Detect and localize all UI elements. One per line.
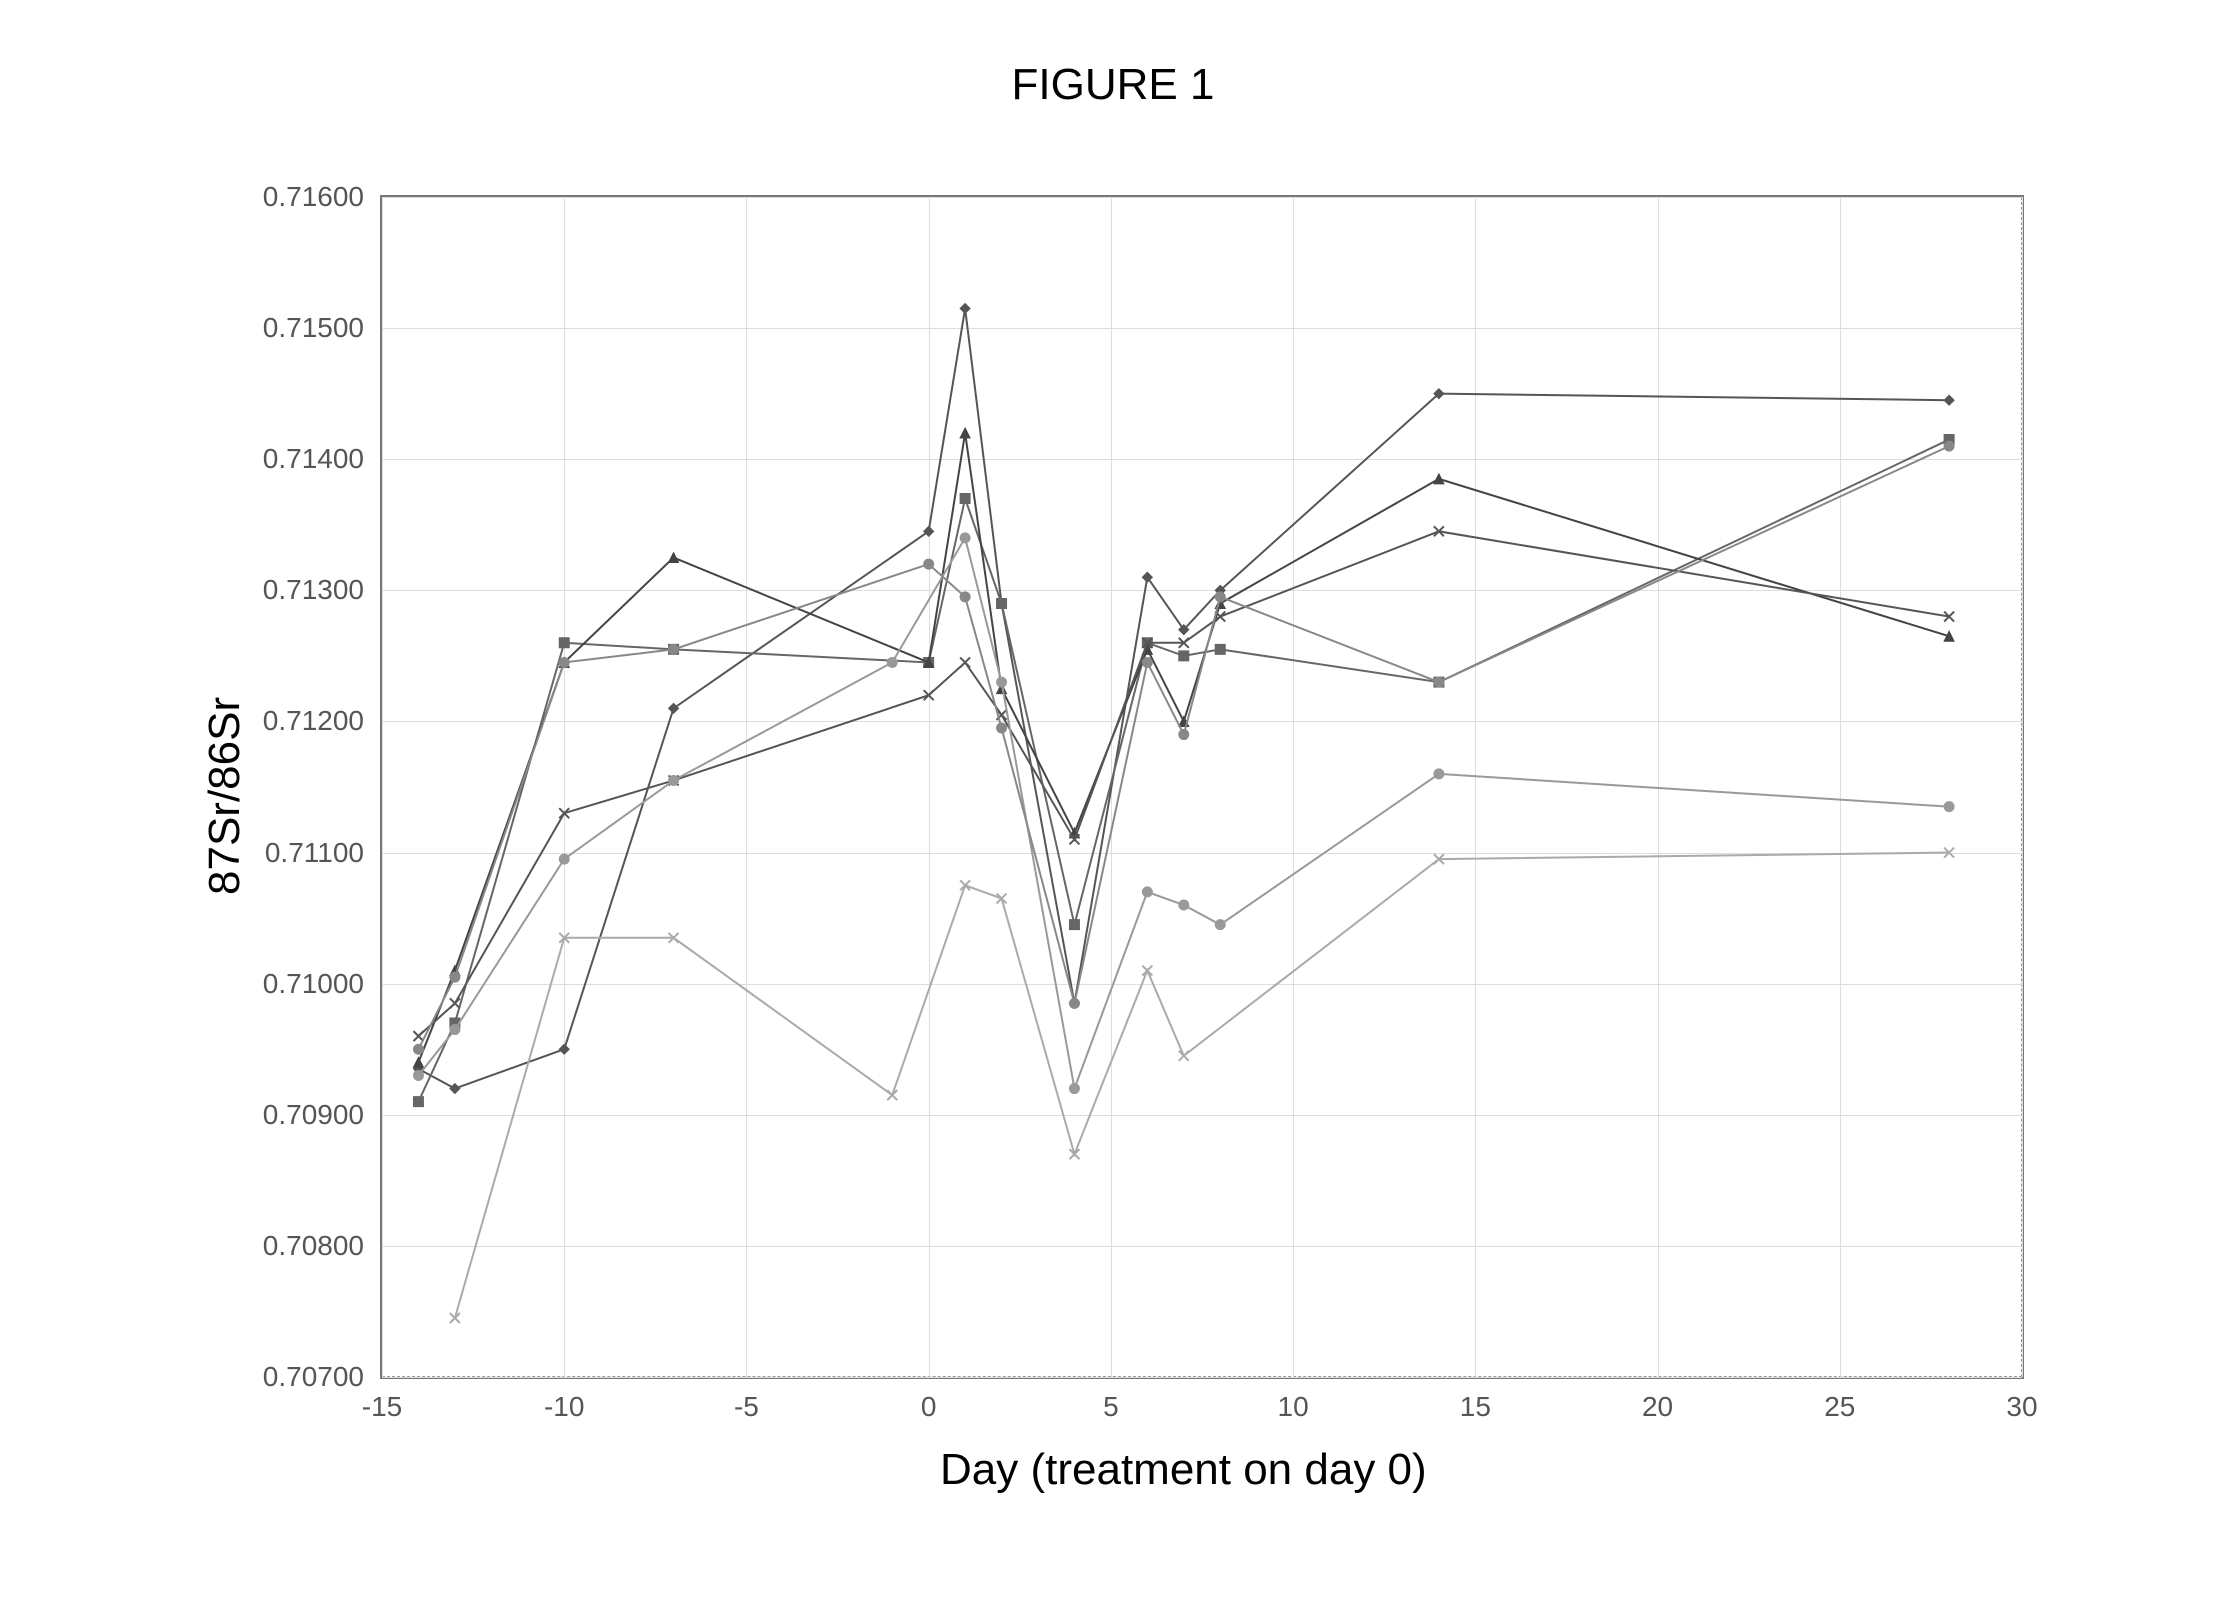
series-marker: [1142, 657, 1152, 667]
series-marker: [1142, 966, 1152, 976]
series-line: [418, 440, 1949, 1102]
y-tick-label: 0.70900: [263, 1099, 382, 1131]
series-marker: [1215, 592, 1225, 602]
series-marker: [1434, 677, 1444, 687]
series-marker: [413, 1097, 423, 1107]
series-marker: [1179, 651, 1189, 661]
x-tick-label: 25: [1824, 1377, 1855, 1423]
series-marker: [960, 592, 970, 602]
x-tick-label: 30: [2006, 1377, 2037, 1423]
series-marker: [450, 1084, 460, 1094]
x-tick-label: 5: [1103, 1377, 1119, 1423]
series-marker: [1434, 474, 1444, 484]
series-marker: [997, 677, 1007, 687]
series-marker: [1944, 802, 1954, 812]
series-marker: [1944, 631, 1954, 641]
series-marker: [1069, 920, 1079, 930]
series-marker: [1944, 395, 1954, 405]
x-tick-label: 0: [921, 1377, 937, 1423]
series-marker: [1069, 1084, 1079, 1094]
series-marker: [669, 644, 679, 654]
y-tick-label: 0.70700: [263, 1361, 382, 1393]
x-tick-label: -10: [544, 1377, 584, 1423]
series-marker: [559, 638, 569, 648]
figure-title: FIGURE 1: [0, 60, 2226, 110]
series-marker: [559, 657, 569, 667]
plot-area: -15-10-50510152025300.707000.708000.7090…: [380, 195, 2024, 1379]
series-marker: [997, 723, 1007, 733]
x-tick-label: 20: [1642, 1377, 1673, 1423]
series-marker: [924, 559, 934, 569]
y-tick-label: 0.71100: [265, 837, 382, 869]
y-tick-label: 0.71200: [263, 705, 382, 737]
y-axis-label: 87Sr/86Sr: [200, 697, 250, 895]
y-tick-label: 0.71400: [263, 443, 382, 475]
y-tick-label: 0.71300: [263, 574, 382, 606]
series-marker: [924, 690, 934, 700]
series-marker: [960, 428, 970, 438]
series-marker: [887, 657, 897, 667]
series-marker: [413, 1057, 423, 1067]
x-axis-label: Day (treatment on day 0): [940, 1445, 1427, 1495]
series-marker: [1179, 1051, 1189, 1061]
series-marker: [960, 303, 970, 313]
series-marker: [1944, 441, 1954, 451]
gridline-h: [382, 1377, 2022, 1378]
series-marker: [1434, 769, 1444, 779]
series-marker: [1069, 998, 1079, 1008]
series-marker: [450, 972, 460, 982]
series-marker: [413, 1070, 423, 1080]
x-tick-label: 10: [1278, 1377, 1309, 1423]
series-marker: [559, 808, 569, 818]
series-marker: [960, 880, 970, 890]
series-marker: [1215, 644, 1225, 654]
series-line: [418, 538, 1949, 1089]
series-marker: [559, 1044, 569, 1054]
series-marker: [669, 553, 679, 563]
series-marker: [669, 775, 679, 785]
series-marker: [1215, 920, 1225, 930]
series-marker: [450, 1025, 460, 1035]
series-marker: [559, 854, 569, 864]
series-marker: [997, 598, 1007, 608]
series-marker: [960, 533, 970, 543]
series-marker: [413, 1044, 423, 1054]
series-marker: [1179, 730, 1189, 740]
series-line: [418, 433, 1949, 1062]
gridline-v: [2022, 197, 2023, 1377]
y-tick-label: 0.71000: [263, 968, 382, 1000]
series-marker: [413, 1031, 423, 1041]
series-marker: [960, 494, 970, 504]
y-tick-label: 0.70800: [263, 1230, 382, 1262]
series-marker: [1142, 887, 1152, 897]
series-line: [455, 853, 1949, 1318]
series-marker: [960, 657, 970, 667]
series-line: [418, 446, 1949, 1049]
series-line: [418, 308, 1949, 1088]
y-tick-label: 0.71500: [263, 312, 382, 344]
y-tick-label: 0.71600: [263, 181, 382, 213]
series-line: [418, 531, 1949, 1036]
series-marker: [887, 1090, 897, 1100]
x-tick-label: -5: [734, 1377, 759, 1423]
x-tick-label: 15: [1460, 1377, 1491, 1423]
series-marker: [1179, 900, 1189, 910]
series-marker: [450, 998, 460, 1008]
chart-svg: [382, 197, 2022, 1377]
